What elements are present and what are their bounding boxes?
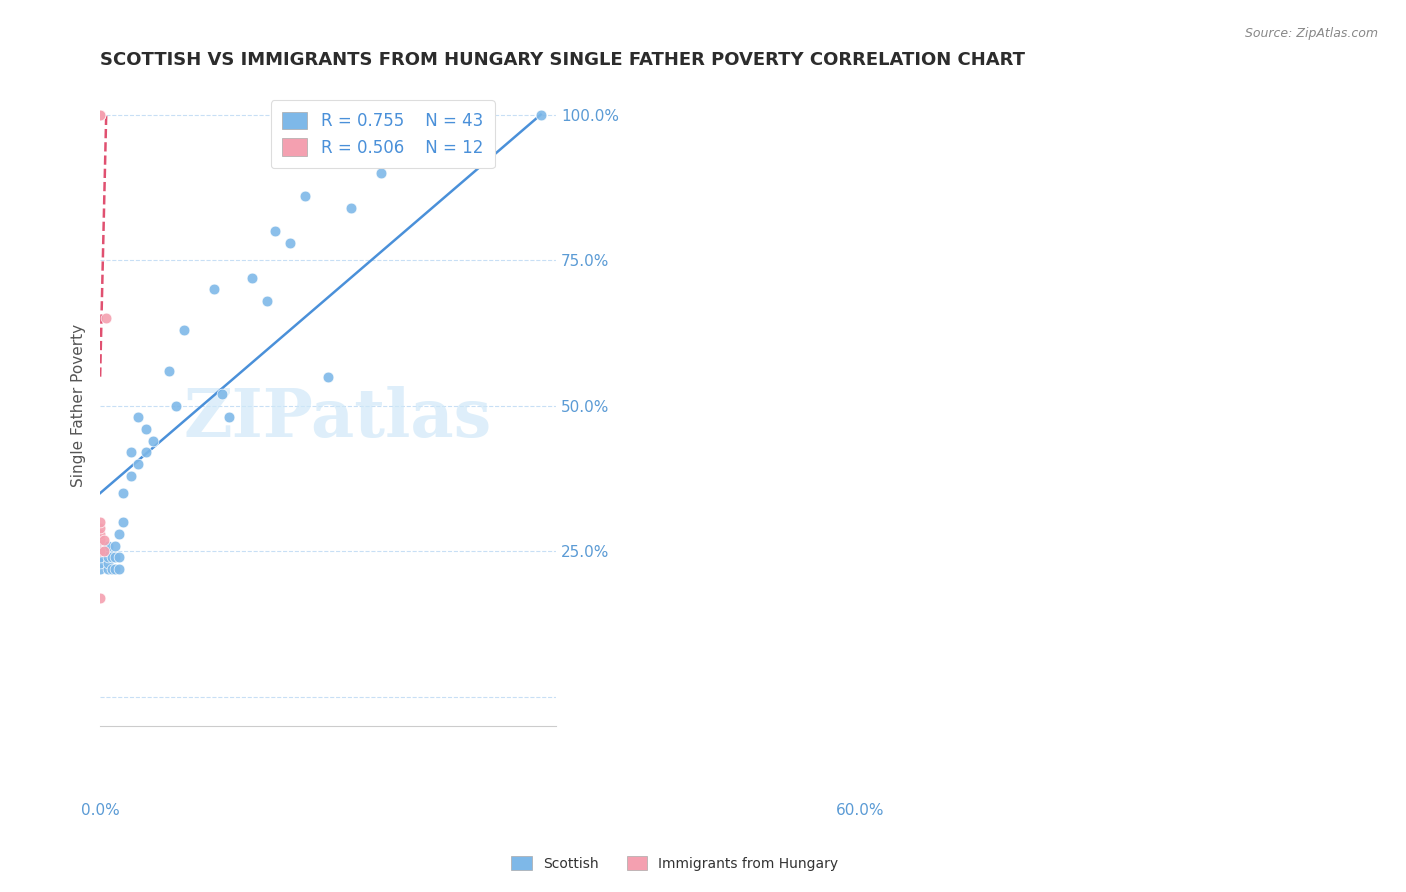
Point bbox=[256, 293, 278, 308]
Point bbox=[142, 434, 165, 448]
Text: 60.0%: 60.0% bbox=[835, 803, 884, 818]
Point bbox=[370, 166, 392, 180]
Point bbox=[89, 544, 111, 558]
Point bbox=[97, 562, 120, 576]
Legend: R = 0.755    N = 43, R = 0.506    N = 12: R = 0.755 N = 43, R = 0.506 N = 12 bbox=[271, 100, 495, 169]
Text: SCOTTISH VS IMMIGRANTS FROM HUNGARY SINGLE FATHER POVERTY CORRELATION CHART: SCOTTISH VS IMMIGRANTS FROM HUNGARY SING… bbox=[100, 51, 1025, 69]
Point bbox=[108, 562, 131, 576]
Point bbox=[218, 410, 240, 425]
Point bbox=[89, 108, 111, 122]
Point bbox=[439, 108, 461, 122]
Point bbox=[120, 468, 142, 483]
Point bbox=[202, 282, 225, 296]
Point bbox=[104, 550, 127, 565]
Point bbox=[263, 224, 285, 238]
Point bbox=[100, 562, 122, 576]
Point bbox=[89, 108, 111, 122]
Point bbox=[111, 486, 134, 500]
Point bbox=[89, 515, 111, 529]
Point bbox=[89, 544, 111, 558]
Point bbox=[89, 591, 111, 605]
Point bbox=[97, 544, 120, 558]
Point bbox=[104, 562, 127, 576]
Point bbox=[530, 108, 553, 122]
Point bbox=[97, 556, 120, 570]
Point bbox=[89, 556, 111, 570]
Legend: Scottish, Immigrants from Hungary: Scottish, Immigrants from Hungary bbox=[506, 850, 844, 876]
Point bbox=[211, 387, 233, 401]
Point bbox=[278, 235, 301, 250]
Point bbox=[93, 544, 115, 558]
Point bbox=[340, 201, 363, 215]
Point bbox=[108, 527, 131, 541]
Point bbox=[108, 550, 131, 565]
Point bbox=[97, 550, 120, 565]
Point bbox=[165, 399, 187, 413]
Point bbox=[135, 445, 157, 459]
Point bbox=[120, 445, 142, 459]
Point bbox=[316, 369, 339, 384]
Text: ZIPatlas: ZIPatlas bbox=[183, 386, 491, 451]
Point bbox=[96, 311, 118, 326]
Text: Source: ZipAtlas.com: Source: ZipAtlas.com bbox=[1244, 27, 1378, 40]
Point bbox=[89, 533, 111, 547]
Point bbox=[294, 189, 316, 203]
Point bbox=[240, 270, 263, 285]
Point bbox=[127, 410, 149, 425]
Point bbox=[93, 533, 115, 547]
Point bbox=[89, 550, 111, 565]
Y-axis label: Single Father Poverty: Single Father Poverty bbox=[72, 324, 86, 487]
Point bbox=[97, 539, 120, 553]
Text: 0.0%: 0.0% bbox=[80, 803, 120, 818]
Point bbox=[127, 457, 149, 471]
Point bbox=[89, 562, 111, 576]
Point bbox=[89, 539, 111, 553]
Point bbox=[89, 108, 111, 122]
Point bbox=[89, 521, 111, 535]
Point bbox=[100, 550, 122, 565]
Point bbox=[104, 539, 127, 553]
Point bbox=[89, 527, 111, 541]
Point bbox=[135, 422, 157, 436]
Point bbox=[173, 323, 195, 337]
Point bbox=[157, 364, 180, 378]
Point bbox=[111, 515, 134, 529]
